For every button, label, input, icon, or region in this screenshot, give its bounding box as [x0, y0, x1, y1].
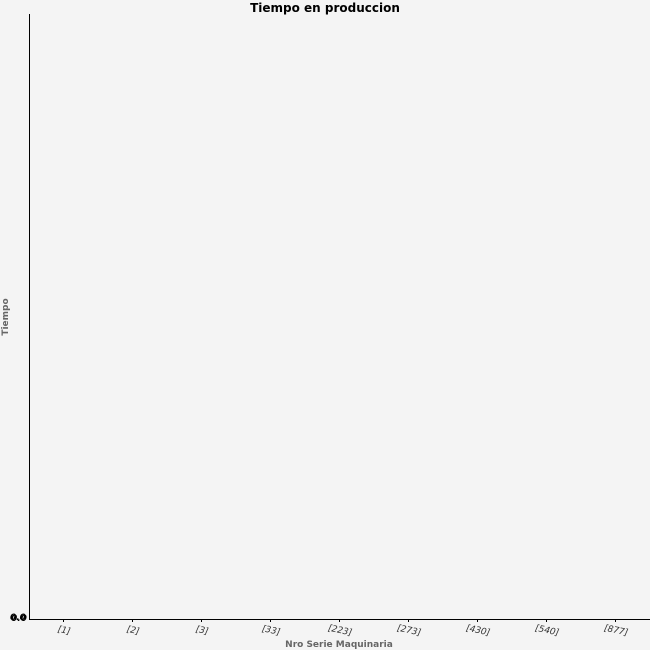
y-axis-ticks: 0.00.0 [10, 613, 27, 624]
x-axis-label: Nro Serie Maquinaria [285, 640, 393, 650]
chart-title: Tiempo en produccion [250, 1, 400, 15]
y-axis-label: Tiempo [1, 298, 11, 335]
x-tick-label: [3] [195, 625, 210, 638]
y-tick-label: 0.0 [10, 613, 26, 623]
x-tick-label: [33] [261, 624, 282, 638]
y-tick-label: 0.0 [11, 614, 27, 624]
x-tick-label: [1] [57, 625, 72, 638]
x-tick-label: [2] [126, 625, 141, 638]
